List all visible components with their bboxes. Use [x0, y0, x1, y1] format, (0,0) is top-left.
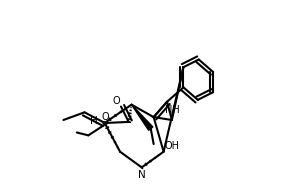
Text: OH: OH	[164, 141, 180, 151]
Text: H: H	[90, 116, 98, 126]
Polygon shape	[132, 105, 153, 130]
Text: N: N	[138, 170, 146, 180]
Text: O: O	[113, 96, 120, 106]
Text: O: O	[102, 112, 109, 122]
Text: NH: NH	[165, 105, 180, 115]
